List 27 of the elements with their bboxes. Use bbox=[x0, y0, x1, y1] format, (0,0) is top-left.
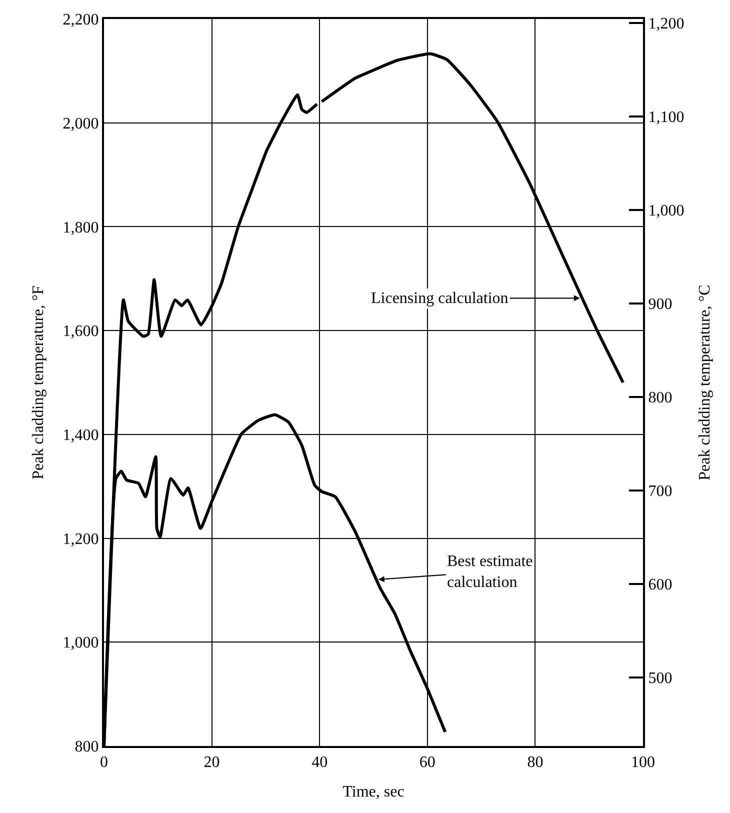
y-tick-label: 1,000 bbox=[62, 634, 99, 652]
annotation: Best estimate calculation bbox=[447, 553, 533, 591]
x-tick-label: 0 bbox=[100, 754, 108, 772]
y2-tick-label: 600 bbox=[648, 576, 672, 594]
x-tick-label: 80 bbox=[527, 754, 544, 772]
y2-tick-label: 800 bbox=[648, 390, 672, 407]
x-tick-label: 60 bbox=[419, 754, 436, 772]
y2-tick-label: 700 bbox=[648, 483, 672, 500]
x-tick-label: 20 bbox=[204, 754, 220, 772]
y-tick-label: 2,000 bbox=[62, 115, 99, 132]
annotation: Licensing calculation bbox=[371, 290, 508, 307]
y-tick-label: 800 bbox=[74, 738, 99, 756]
y2-tick-label: 900 bbox=[648, 296, 672, 314]
y2-tick-label: 500 bbox=[648, 670, 672, 688]
y2-tick-label: 1,000 bbox=[648, 202, 684, 220]
y2-tick-label: 1,100 bbox=[648, 109, 684, 126]
y-tick-label: 1,200 bbox=[62, 530, 99, 548]
x-tick-label: 40 bbox=[312, 754, 328, 772]
y-tick-label: 1,600 bbox=[62, 323, 99, 340]
y2-axis-title: Peak cladding temperature, °C bbox=[696, 284, 714, 480]
y-axis-title: Peak cladding temperature, °F bbox=[30, 285, 48, 480]
x-tick-label: 100 bbox=[631, 754, 655, 772]
y-tick-label: 2,200 bbox=[62, 12, 99, 29]
y-tick-label: 1,400 bbox=[62, 427, 99, 444]
y-tick-label: 1,800 bbox=[62, 219, 99, 236]
x-axis-title: Time, sec bbox=[342, 783, 404, 800]
y2-tick-label: 1,200 bbox=[648, 16, 684, 33]
